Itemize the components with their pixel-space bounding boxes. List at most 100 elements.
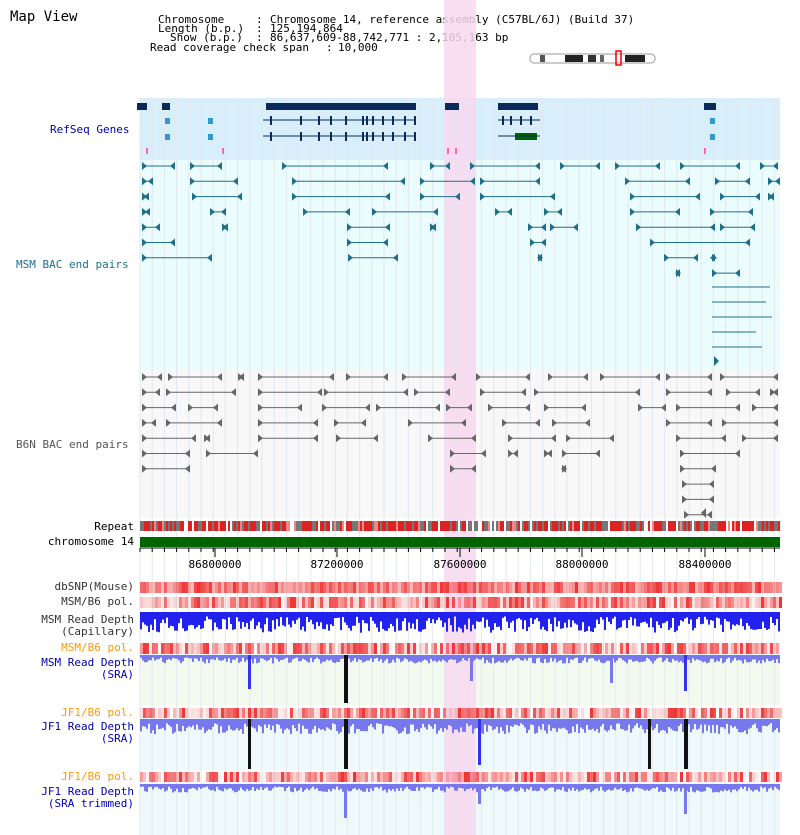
msm-bac-pair-end <box>528 223 533 232</box>
repeat-element <box>598 521 600 531</box>
read-depth-bar <box>356 655 358 662</box>
msm-bac-pair-end <box>745 177 750 186</box>
snp-density-cell <box>218 597 221 608</box>
snp-density-cell <box>338 708 341 718</box>
read-depth-bar <box>164 655 166 664</box>
snp-density-cell <box>401 708 404 718</box>
read-depth-bar <box>388 784 390 790</box>
read-depth-bar <box>468 719 470 727</box>
read-depth-bar <box>594 655 596 661</box>
snp-density-cell <box>155 597 158 608</box>
repeat-element <box>226 521 228 531</box>
repeat-element <box>692 521 694 531</box>
snp-density-cell <box>632 582 635 593</box>
read-depth-bar <box>324 655 326 662</box>
read-depth-bar <box>738 655 740 660</box>
read-depth-spike <box>684 655 687 691</box>
msm-bac-pair-end <box>541 238 546 247</box>
snp-density-cell <box>242 772 245 782</box>
read-depth-bar <box>440 784 442 791</box>
read-depth-bar <box>416 655 418 663</box>
read-depth-bar <box>608 612 610 622</box>
read-depth-bar <box>224 784 226 789</box>
snp-density-cell <box>401 582 404 593</box>
read-depth-bar <box>714 784 716 793</box>
read-depth-bar <box>140 719 142 732</box>
snp-density-cell <box>434 708 437 718</box>
read-depth-bar <box>152 719 154 731</box>
repeat-element <box>752 521 754 531</box>
read-depth-bar <box>340 719 342 733</box>
snp-density-cell <box>635 597 638 608</box>
snp-density-cell <box>464 597 467 608</box>
b6n-bac-pair-end <box>707 388 712 397</box>
snp-density-cell <box>578 708 581 718</box>
read-depth-bar <box>298 719 300 724</box>
b6n-bac-pair-end <box>346 373 351 381</box>
read-depth-bar <box>172 655 174 659</box>
b6n-bac-pair-end <box>773 388 778 397</box>
snp-density-cell <box>326 582 329 593</box>
repeat-element <box>272 521 274 531</box>
read-depth-bar <box>702 719 704 734</box>
snp-density-cell <box>365 643 368 654</box>
snp-density-cell <box>188 643 191 654</box>
msm-bac-pair-end <box>573 223 578 232</box>
snp-density-cell <box>410 597 413 608</box>
snp-density-cell <box>383 772 386 782</box>
snp-density-cell <box>323 582 326 593</box>
read-depth-bar <box>698 655 700 661</box>
read-depth-bar <box>614 655 616 663</box>
snp-density-cell <box>560 643 563 654</box>
read-depth-bar <box>778 612 780 632</box>
b6n-bac-pair-end <box>435 403 440 412</box>
snp-density-cell <box>191 643 194 654</box>
b6n-bac-pair-end <box>142 449 147 458</box>
msm-bac-pair-end <box>636 223 641 232</box>
repeat-element <box>280 521 282 531</box>
read-depth-bar <box>204 784 206 788</box>
read-depth-bar <box>216 612 218 628</box>
b6n-bac-pair-end <box>666 388 671 397</box>
repeat-element <box>632 521 634 531</box>
msm-bac-pair-end <box>748 207 753 216</box>
read-depth-bar <box>334 655 336 663</box>
snp-density-cell <box>245 772 248 782</box>
repeat-element <box>418 521 420 531</box>
snp-density-cell <box>647 708 650 718</box>
read-depth-bar <box>428 719 430 725</box>
read-depth-bar <box>218 612 220 630</box>
snp-density-cell <box>455 708 458 718</box>
read-depth-bar <box>182 719 184 726</box>
snp-density-cell <box>401 597 404 608</box>
read-depth-bar <box>594 612 596 628</box>
snp-density-cell <box>179 772 182 782</box>
snp-density-cell <box>218 772 221 782</box>
read-depth-bar <box>366 655 368 661</box>
read-depth-bar <box>252 612 254 619</box>
b6n-bac-track-label[interactable]: B6N BAC end pairs <box>16 438 129 451</box>
snp-density-cell <box>698 597 701 608</box>
b6n-bac-pair-end <box>513 449 518 458</box>
read-depth-bar <box>242 784 244 790</box>
read-depth-bar <box>456 612 458 632</box>
snp-density-cell <box>683 597 686 608</box>
msm-bac-track-label[interactable]: MSM BAC end pairs <box>16 258 129 271</box>
snp-density-cell <box>776 597 779 608</box>
snp-density-cell <box>641 772 644 782</box>
read-depth-bar <box>192 784 194 788</box>
read-depth-bar <box>166 655 168 660</box>
read-depth-bar <box>574 612 576 624</box>
ideogram-band <box>565 55 583 62</box>
b6n-bac-pair-end <box>544 449 549 458</box>
snp-density-cell <box>770 708 773 718</box>
snp-density-cell <box>500 708 503 718</box>
msm-depth-sra-label: MSM Read Depth <box>41 656 134 669</box>
read-depth-bar <box>160 784 162 790</box>
read-depth-bar <box>680 784 682 792</box>
repeat-element <box>762 521 764 531</box>
read-depth-bar <box>420 784 422 788</box>
refseq-track-label[interactable]: RefSeq Genes <box>50 123 130 136</box>
snp-density-cell <box>458 772 461 782</box>
